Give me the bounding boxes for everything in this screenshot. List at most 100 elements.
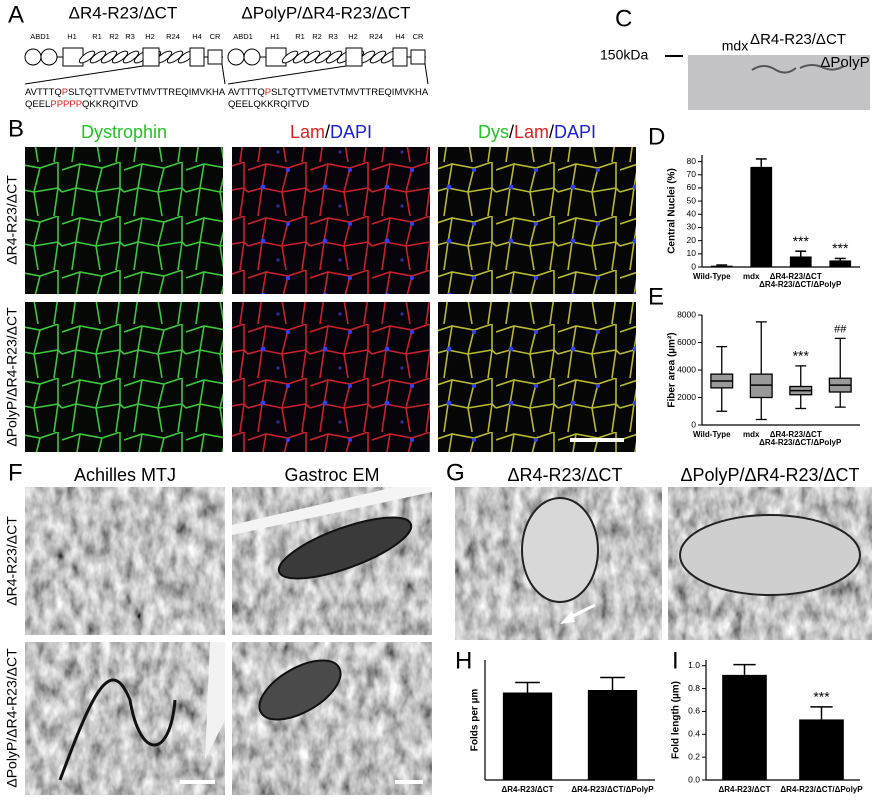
error-bar [716, 264, 728, 266]
domain-shape [303, 50, 321, 64]
significance-label: ## [834, 323, 847, 335]
image-detail [679, 514, 861, 596]
bar [750, 166, 773, 267]
y-axis-label: Fiber area (µm²) [667, 332, 678, 407]
sequence-part: AVTTTQ [25, 87, 62, 98]
domain-label: H4 [192, 32, 202, 41]
domain-shape [189, 47, 205, 67]
error-bar [515, 681, 540, 693]
domain-label: R24 [166, 32, 180, 41]
fan-line [221, 63, 226, 85]
x-tick-label: ΔR4-R23/ΔCT/ΔPolyP [759, 438, 842, 447]
y-tick-label: 80 [687, 156, 697, 166]
domain-shape [243, 48, 261, 66]
construct-name: ΔPolyP/ΔR4-R23/ΔCT [241, 3, 410, 22]
construct-diagram [24, 47, 226, 85]
row-label: ΔPolyP/ΔR4-R23/ΔCT [4, 307, 20, 447]
panel-label: D [648, 123, 665, 150]
arrow-head [560, 611, 575, 624]
bar [799, 719, 844, 780]
domain-label: CR [413, 32, 424, 41]
domain-shape [100, 50, 118, 64]
scale-bar [180, 780, 215, 784]
x-tick-label: ΔR4-R23/ΔCT/ΔPolyP [780, 785, 863, 794]
bar [502, 692, 553, 780]
header-part: Lam [514, 122, 549, 142]
header-part: DAPI [330, 122, 372, 142]
domain-shape [325, 50, 343, 64]
error-bar [834, 257, 846, 261]
y-tick-label: 0.2 [688, 751, 700, 761]
sequence-part: SLTQTTVMETVTMVTTREQIMVKHA [271, 87, 429, 98]
x-tick-label: ΔR4-R23/ΔCT [770, 430, 822, 439]
error-bar [755, 158, 767, 167]
header-part: / [509, 122, 514, 142]
x-tick-label: mdx [743, 272, 760, 281]
domain-label: R1 [92, 32, 102, 41]
significance-label: *** [832, 240, 849, 256]
domain-label: H1 [270, 32, 280, 41]
y-tick-label: 40 [687, 209, 697, 219]
sequence-part: QEEL [25, 99, 50, 110]
error-bar [810, 706, 833, 720]
construct-diagram [227, 47, 429, 85]
column-header: Dys/Lam/DAPI [478, 122, 596, 142]
scale-bar [570, 438, 624, 442]
y-tick-label: 10 [687, 248, 697, 258]
domain-shape [24, 48, 42, 66]
image-detail [232, 487, 432, 535]
x-tick-label: ΔR4-R23/ΔCT/ΔPolyP [571, 785, 654, 794]
sequence-part: P [62, 87, 68, 98]
domain-label: ABD1 [30, 32, 50, 41]
image-detail [205, 642, 225, 760]
bar [587, 690, 638, 780]
y-axis-label: Folds per µm [470, 689, 481, 752]
domain-label: H4 [395, 32, 405, 41]
header-part: / [325, 122, 330, 142]
error-bar [600, 676, 625, 690]
panel-label: F [8, 459, 23, 486]
domain-shape [314, 50, 332, 64]
domain-shape [392, 47, 408, 67]
domain-shape [142, 47, 160, 67]
column-header: Dystrophin [81, 122, 167, 142]
y-tick-label: 60 [687, 182, 697, 192]
sequence: QEELQKKRQITVD [228, 99, 309, 110]
y-tick-label: 0.4 [688, 729, 700, 739]
band [751, 64, 845, 74]
domain-shape [207, 49, 223, 65]
header-part: Lam [290, 122, 325, 142]
y-axis-label: Central Nuclei (%) [667, 168, 678, 254]
em-images [25, 487, 872, 795]
domain-shape [78, 50, 96, 64]
y-tick-label: 8000 [677, 309, 696, 319]
panel-label: E [648, 283, 664, 310]
y-tick-label: 0.0 [688, 774, 700, 784]
sequence-part: QEELQKKRQITVD [228, 99, 309, 110]
significance-label: *** [793, 348, 810, 364]
nucleus [277, 516, 413, 580]
domain-label: R2 [109, 32, 119, 41]
image-detail [521, 497, 599, 603]
lane-label: ΔPolyP [820, 54, 869, 71]
panel-label: G [446, 459, 465, 486]
image [438, 147, 636, 294]
sequence-part: AVTTTQ [228, 87, 265, 98]
domain-shape [410, 49, 426, 65]
row-label: ΔR4-R23/ΔCT [4, 516, 20, 606]
y-tick-label: 0 [691, 419, 696, 429]
image-detail [58, 678, 177, 781]
column-header: ΔPolyP/ΔR4-R23/ΔCT [680, 465, 859, 485]
scale-bar [395, 780, 423, 784]
western-blot [665, 55, 870, 110]
domain-label: R24 [369, 32, 383, 41]
domain-label: H2 [348, 32, 358, 41]
fan-line [424, 63, 429, 85]
x-tick-label: ΔR4-R23/ΔCT [502, 785, 554, 794]
domain-label: R3 [125, 32, 135, 41]
image [25, 487, 225, 635]
y-tick-label: 6000 [677, 337, 696, 347]
error-bar [733, 663, 756, 675]
panel-label: C [615, 5, 632, 32]
